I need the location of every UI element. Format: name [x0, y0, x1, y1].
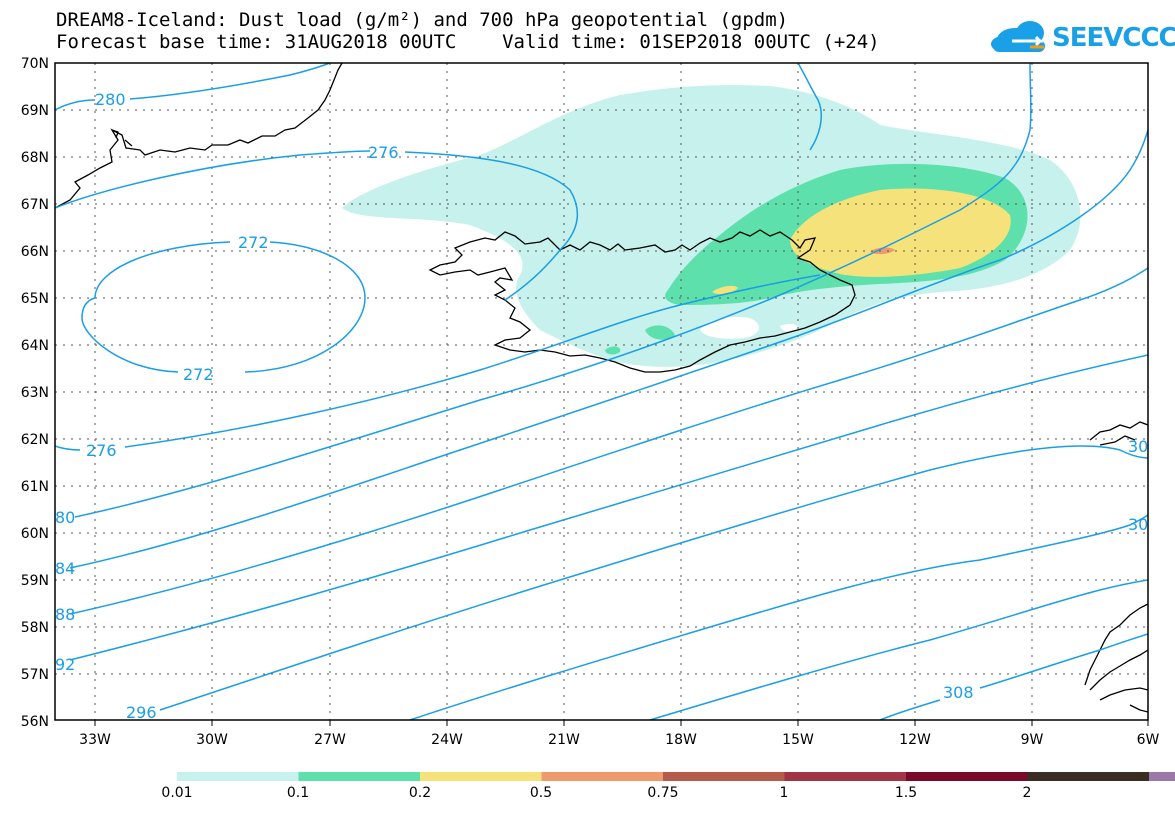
lon-label: 21W [548, 732, 580, 748]
lat-label: 69N [21, 103, 49, 119]
lon-label: 30W [196, 732, 228, 748]
colorbar-label: 2 [1023, 785, 1032, 801]
map-subtitle: Forecast base time: 31AUG2018 00UTC Vali… [56, 31, 880, 53]
contour-label: 30 [1128, 437, 1148, 456]
logo-text: SEEVCCC [1052, 23, 1175, 53]
contour-label: 84 [55, 559, 75, 578]
lat-label: 58N [21, 620, 49, 636]
lat-label: 57N [21, 667, 49, 683]
lat-label: 60N [21, 526, 49, 542]
colorbar-swatch [1027, 772, 1150, 781]
colorbar-swatch [1149, 772, 1175, 781]
lon-label: 6W [1137, 732, 1160, 748]
latitude-labels: 70N 69N 68N 67N 66N 65N 64N 63N 62N 61N … [21, 56, 49, 730]
geopotential-contours [55, 63, 1148, 720]
colorbar-swatch [177, 772, 299, 781]
colorbar-swatch [420, 772, 542, 781]
lat-label: 62N [21, 432, 49, 448]
lat-label: 63N [21, 385, 49, 401]
dust-region-low [342, 85, 1081, 367]
lon-label: 15W [782, 732, 814, 748]
dust-region-max [870, 247, 895, 255]
colorbar-label: 0.2 [409, 785, 431, 801]
lat-label: 61N [21, 479, 49, 495]
colorbar [177, 772, 1175, 781]
lon-label: 27W [314, 732, 346, 748]
colorbar-label: 1 [780, 785, 789, 801]
lat-label: 56N [21, 714, 49, 730]
iceland-coast [428, 229, 856, 373]
lat-label: 67N [21, 197, 49, 213]
contour-label: 308 [943, 683, 974, 702]
lon-label: 24W [431, 732, 463, 748]
colorbar-label: 0.1 [287, 785, 309, 801]
contour-label: 272 [238, 233, 269, 252]
lon-label: 9W [1021, 732, 1044, 748]
coastlines [55, 63, 1148, 713]
map-grid [55, 63, 1148, 720]
contour-label: 30 [1128, 515, 1148, 534]
colorbar-swatch [663, 772, 785, 781]
contour-label: 276 [86, 441, 117, 460]
contour-label: 280 [95, 90, 126, 109]
colorbar-label: 1.5 [895, 785, 917, 801]
lon-label: 18W [665, 732, 697, 748]
colorbar-labels: 0.01 0.1 0.2 0.5 0.75 1 1.5 2 [161, 785, 1031, 801]
lat-label: 59N [21, 573, 49, 589]
contour-label: 88 [55, 605, 75, 624]
contour-labels: 280 276 272 272 276 80 84 88 92 296 308 … [55, 90, 1148, 722]
contour-label: 296 [126, 703, 157, 722]
lon-label: 12W [899, 732, 931, 748]
colorbar-swatch [298, 772, 421, 781]
longitude-labels: 33W 30W 27W 24W 21W 18W 15W 12W 9W 6W [79, 732, 1159, 748]
dust-region-high [790, 188, 1011, 277]
lat-label: 70N [21, 56, 49, 72]
colorbar-label: 0.75 [647, 785, 678, 801]
lat-label: 65N [21, 291, 49, 307]
map-title: DREAM8-Iceland: Dust load (g/m²) and 700… [56, 9, 789, 31]
contour-label: 92 [55, 655, 75, 674]
contour-label: 80 [55, 508, 75, 527]
colorbar-label: 0.01 [161, 785, 192, 801]
lat-label: 64N [21, 338, 49, 354]
lon-label: 33W [79, 732, 111, 748]
map-frame [54, 62, 1149, 721]
colorbar-label: 0.5 [530, 785, 552, 801]
lat-label: 68N [21, 150, 49, 166]
lat-label: 66N [21, 244, 49, 260]
colorbar-swatch [784, 772, 907, 781]
contour-label: 272 [183, 365, 214, 384]
colorbar-swatch [541, 772, 664, 781]
contour-label: 276 [368, 143, 399, 162]
colorbar-swatch [906, 772, 1028, 781]
